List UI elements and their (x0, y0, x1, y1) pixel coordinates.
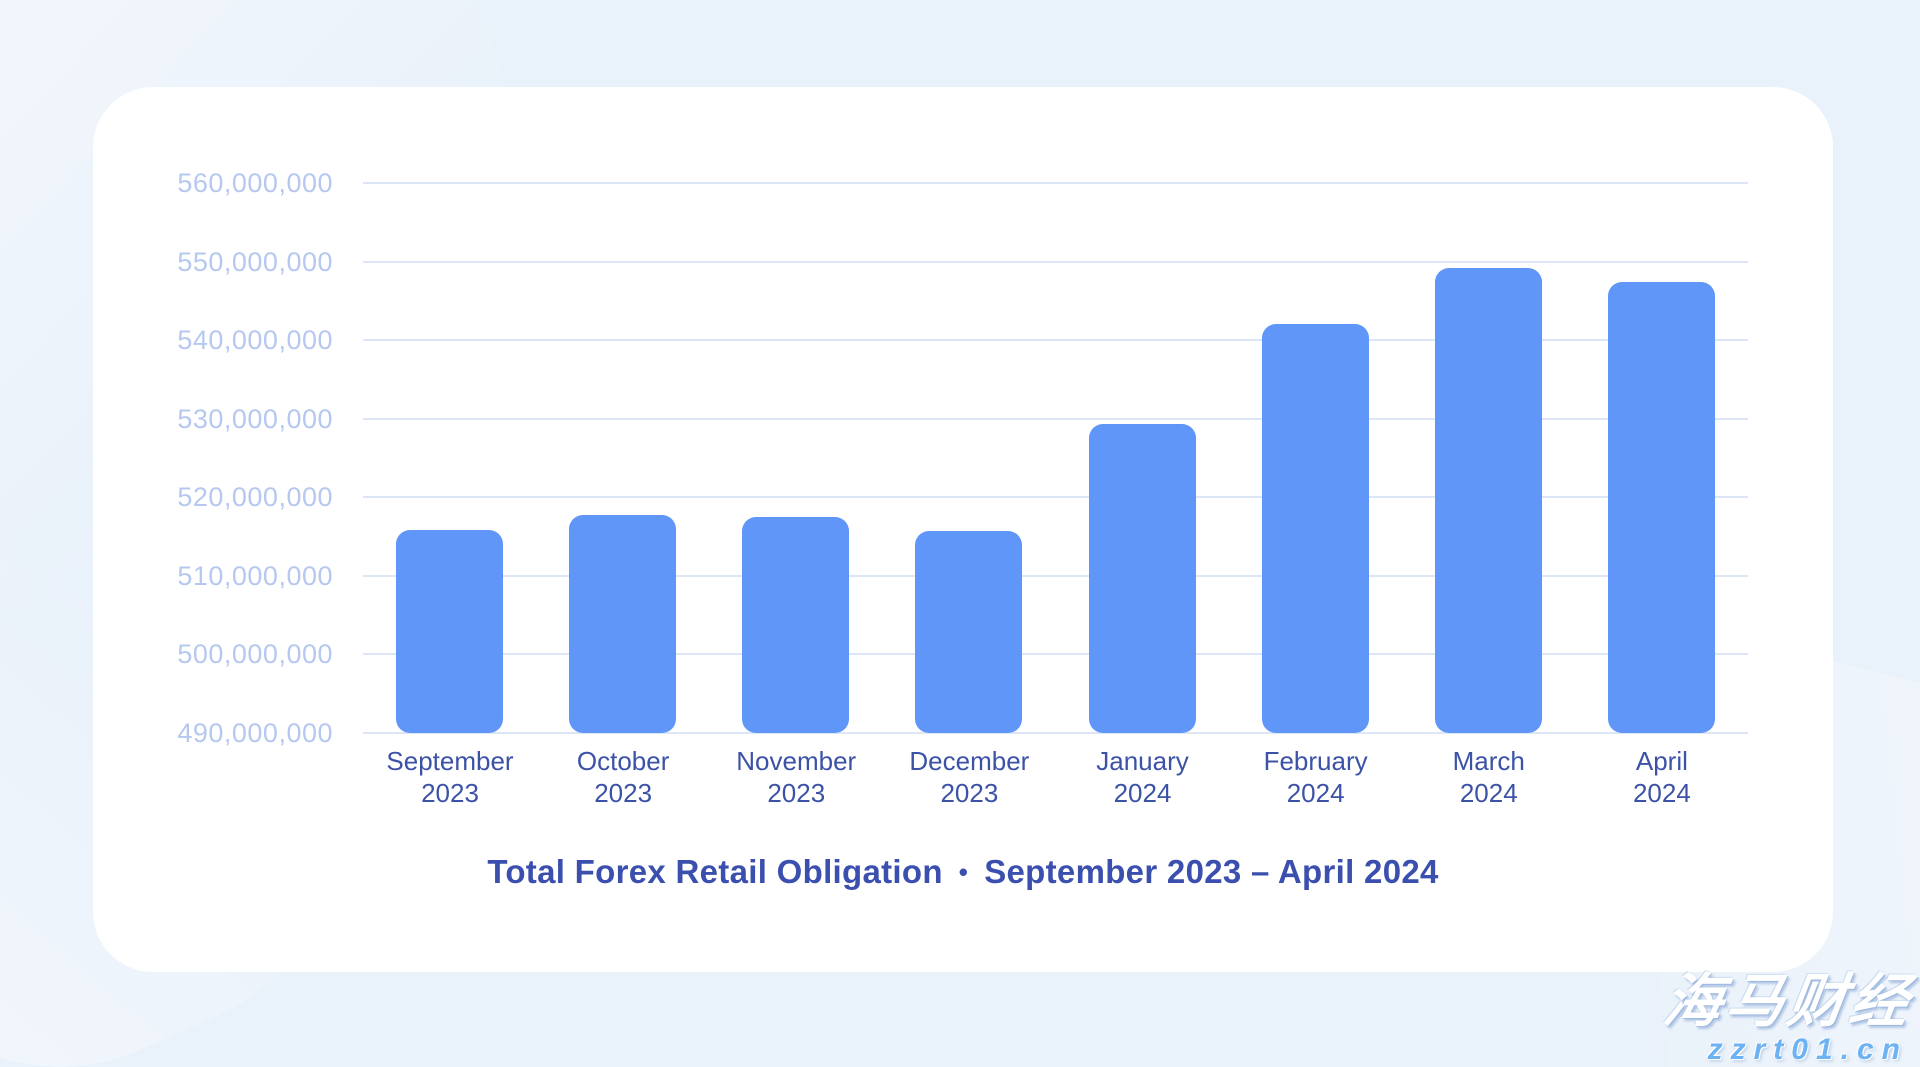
watermark: 海马财经 zzrt01.cn (1659, 969, 1916, 1066)
x-axis-label-year: 2023 (767, 778, 826, 808)
bar-april-2024 (1607, 282, 1715, 733)
bar-october-2023 (569, 515, 677, 733)
x-axis-label-month: November (736, 746, 857, 776)
x-axis-label: October 2023 (536, 745, 710, 809)
bar-september-2023 (396, 530, 504, 733)
gridline (363, 732, 1748, 734)
y-axis-tick-label: 530,000,000 (177, 403, 333, 434)
x-axis-label-month: January (1096, 746, 1189, 776)
x-axis-label: November 2023 (709, 745, 883, 809)
chart-card: Total Forex Retail Obligation • September … (93, 87, 1833, 972)
chart-title: Total Forex Retail Obligation • September … (93, 853, 1833, 891)
gridline (363, 182, 1748, 184)
x-axis-label: March 2024 (1402, 745, 1576, 809)
plot-area (363, 182, 1748, 734)
y-axis-tick-label: 490,000,000 (177, 718, 333, 748)
gridline (363, 260, 1748, 263)
y-axis-tick-label: 540,000,000 (177, 325, 333, 356)
x-axis-label-month: October (576, 746, 670, 776)
chart-title-text: Total Forex Retail Obligation (487, 853, 943, 890)
x-axis-label: December 2023 (882, 745, 1056, 809)
x-axis-label-month: March (1452, 746, 1525, 776)
x-axis-label: April 2024 (1575, 745, 1749, 809)
bar-february-2024 (1261, 324, 1369, 733)
watermark-brand: 海马财经 (1659, 969, 1917, 1034)
gridline (363, 417, 1748, 420)
x-axis-label-month: December (909, 746, 1030, 776)
x-axis-label-year: 2024 (1113, 778, 1172, 808)
gridline (363, 653, 1748, 656)
y-axis-tick-label: 510,000,000 (177, 560, 333, 591)
x-axis-label: January 2024 (1056, 745, 1230, 809)
y-axis-tick-label: 550,000,000 (177, 246, 333, 277)
y-axis-tick-label: 560,000,000 (177, 168, 333, 198)
bar-march-2024 (1434, 268, 1542, 733)
x-axis-label-month: April (1635, 746, 1688, 776)
title-separator-icon: • (958, 857, 969, 887)
gridline (363, 574, 1748, 577)
x-axis-label-month: February (1263, 746, 1368, 776)
x-axis-label: September 2023 (363, 745, 537, 809)
x-axis-label-year: 2024 (1632, 778, 1691, 808)
bar-november-2023 (742, 517, 850, 733)
x-axis-label-year: 2024 (1286, 778, 1345, 808)
x-axis-label-year: 2023 (594, 778, 653, 808)
gridline (363, 339, 1748, 342)
x-axis-label-year: 2024 (1459, 778, 1518, 808)
x-axis-label-year: 2023 (421, 778, 479, 808)
x-axis-label-month: September (386, 746, 514, 776)
x-axis-label-year: 2023 (940, 778, 999, 808)
chart-period-text: September 2023 – April 2024 (984, 853, 1439, 890)
bar-december-2023 (915, 531, 1023, 733)
x-axis-label: February 2024 (1229, 745, 1403, 809)
y-axis-tick-label: 500,000,000 (177, 639, 333, 670)
bar-january-2024 (1088, 424, 1196, 733)
watermark-domain: zzrt01.cn (1707, 1033, 1908, 1066)
y-axis-tick-label: 520,000,000 (177, 482, 333, 513)
gridline (363, 496, 1748, 499)
